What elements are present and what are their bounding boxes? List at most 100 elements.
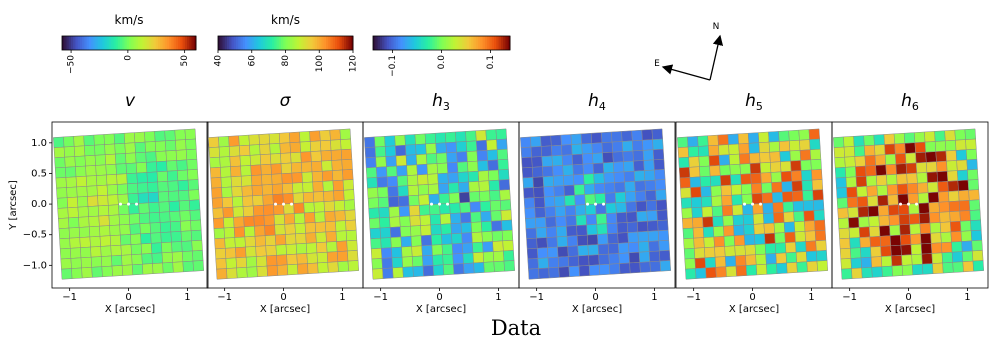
map-bin	[219, 156, 231, 168]
map-bin	[945, 150, 957, 162]
map-bin	[867, 195, 879, 207]
map-bin	[158, 191, 170, 203]
colorbar-segment	[140, 36, 143, 50]
map-bin	[448, 192, 461, 204]
map-bin	[492, 250, 505, 262]
map-bin	[867, 205, 880, 217]
map-bin	[442, 253, 454, 266]
map-bin	[463, 262, 475, 274]
map-bin	[240, 175, 253, 187]
map-bin	[761, 192, 774, 204]
map-bin	[154, 140, 167, 152]
colorbar-segment	[308, 36, 311, 50]
map-bin	[606, 222, 618, 235]
map-bin	[578, 265, 591, 277]
map-bin	[119, 224, 131, 236]
map-bin	[939, 221, 952, 233]
map-bin	[774, 232, 786, 244]
map-bin	[86, 185, 98, 197]
map-bin	[685, 268, 697, 280]
x-axis-label: X [arcsec]	[416, 304, 466, 315]
map-bin	[439, 213, 452, 225]
map-bin	[753, 223, 765, 235]
map-bin	[811, 169, 823, 181]
map-bin	[233, 226, 246, 238]
map-bin	[186, 158, 198, 171]
map-bin	[855, 175, 868, 188]
colorbar-segment	[269, 36, 273, 50]
center-marker	[759, 202, 763, 206]
map-bin	[948, 190, 960, 202]
map-bin	[213, 227, 225, 240]
map-bin	[573, 184, 586, 196]
map-bin	[698, 155, 710, 167]
map-bin	[582, 153, 594, 165]
map-bin	[918, 202, 930, 214]
map-bin	[553, 185, 565, 197]
colorbar-segment	[149, 36, 152, 50]
map-bin	[416, 163, 428, 176]
map-bin	[752, 203, 764, 215]
map-bin	[909, 223, 921, 235]
colorbar-tick-label: −50	[67, 55, 77, 74]
map-bin	[602, 162, 615, 174]
map-bin	[764, 232, 776, 245]
map-bin	[836, 187, 848, 199]
map-bin	[622, 150, 634, 162]
map-bin	[957, 169, 969, 182]
map-bin	[937, 181, 949, 193]
map-bin	[228, 135, 240, 147]
map-bin	[488, 179, 500, 192]
map-bin	[236, 267, 248, 279]
map-bin	[178, 200, 191, 212]
map-bin	[317, 262, 329, 274]
colorbar-segment	[256, 36, 259, 50]
map-bin	[865, 165, 877, 177]
map-bin	[476, 139, 488, 152]
map-bin	[156, 160, 168, 173]
colorbar-segment	[487, 36, 490, 50]
colorbar-segment	[432, 36, 436, 50]
map-bin	[899, 224, 911, 236]
map-bin	[313, 191, 325, 203]
map-bin	[128, 213, 141, 225]
map-bin	[547, 256, 560, 269]
map-bin	[800, 159, 812, 171]
colorbar-segment	[155, 36, 159, 50]
map-bin	[251, 174, 263, 186]
colorbar-segment	[299, 36, 302, 50]
map-bin	[635, 200, 648, 212]
map-bin	[754, 243, 767, 255]
map-bin	[264, 224, 276, 236]
map-bin	[80, 246, 92, 259]
map-bin	[489, 189, 501, 202]
map-bin	[123, 132, 136, 144]
map-bin	[877, 194, 889, 207]
map-bin	[248, 134, 260, 146]
colorbar-segment	[287, 36, 291, 50]
map-panel: h4 −1 0 1 X [arcsec]	[518, 91, 676, 315]
map-bin	[956, 159, 968, 171]
map-bin	[642, 139, 654, 151]
map-bin	[747, 132, 760, 144]
map-bin	[216, 268, 228, 280]
map-bin	[881, 265, 893, 278]
map-bin	[745, 254, 757, 266]
map-bin	[972, 250, 984, 262]
map-bin	[965, 148, 978, 161]
map-bin	[866, 185, 878, 197]
map-bin	[74, 155, 86, 167]
map-bin	[789, 139, 801, 152]
map-bin	[704, 256, 717, 269]
map-bin	[541, 155, 553, 167]
map-bin	[324, 220, 337, 233]
map-bin	[880, 245, 892, 257]
map-bin	[850, 257, 862, 269]
map-bin	[930, 232, 942, 244]
map-bin	[450, 222, 462, 235]
colorbar-frame	[61, 35, 197, 51]
map-bin	[843, 136, 855, 148]
map-bin	[895, 163, 907, 175]
map-bin	[438, 193, 450, 205]
colorbar-segment	[344, 36, 347, 50]
